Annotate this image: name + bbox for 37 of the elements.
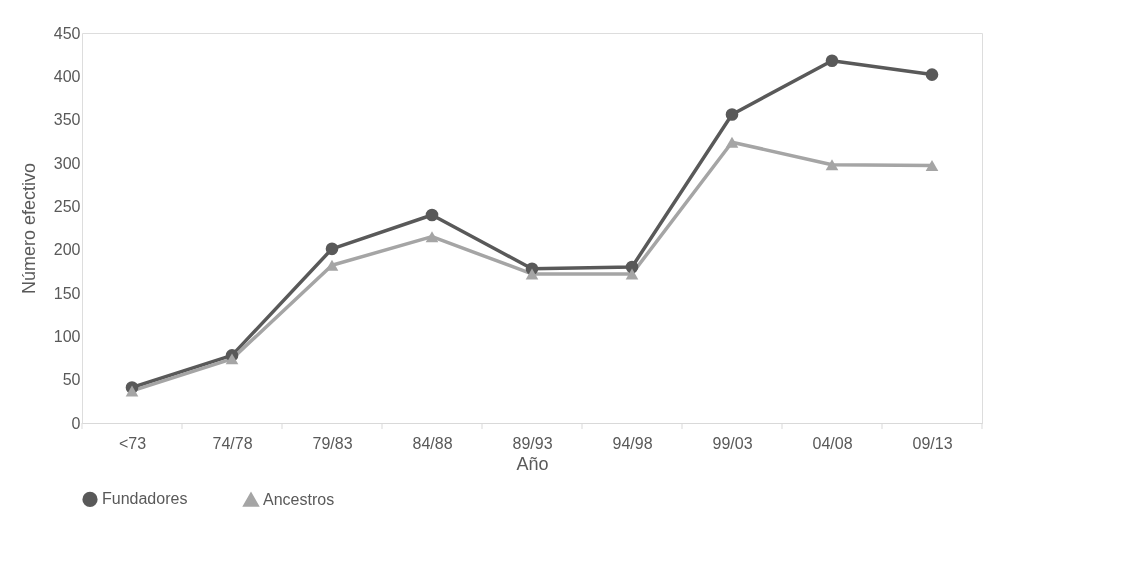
y-axis-title: Número efectivo	[18, 162, 39, 295]
point	[925, 68, 939, 81]
x-tick-label: <73	[118, 434, 147, 452]
point	[125, 385, 139, 397]
point	[725, 108, 739, 121]
x-tick-label: 09/13	[912, 434, 953, 452]
y-tick-label: 200	[53, 241, 81, 259]
legend-label: Ancestros	[263, 490, 335, 508]
point	[925, 160, 939, 172]
y-tick-label: 250	[53, 197, 81, 215]
y-tick-label: 300	[53, 154, 81, 172]
point	[825, 159, 839, 171]
y-tick-label: 50	[62, 371, 81, 389]
point	[625, 268, 639, 280]
y-tick-label: 450	[53, 24, 81, 42]
y-tick-label: 100	[53, 327, 81, 345]
x-tick-label: 74/78	[212, 434, 253, 452]
x-tick-label: 94/98	[612, 434, 653, 452]
x-tick-label: 84/88	[412, 434, 453, 452]
point	[325, 242, 339, 256]
point	[725, 136, 739, 148]
point	[225, 353, 239, 365]
x-tick-label: 04/08	[812, 434, 853, 452]
point	[525, 268, 539, 280]
point	[425, 208, 439, 222]
x-tick-label: 79/83	[312, 434, 353, 452]
point	[425, 231, 439, 243]
legend-label: Fundadores	[102, 490, 188, 508]
x-tick-label: 99/03	[712, 434, 753, 452]
x-axis-title: Año	[516, 453, 549, 474]
point	[325, 259, 339, 271]
y-tick-label: 350	[53, 111, 81, 129]
x-tick-label: 89/93	[512, 434, 553, 452]
y-tick-label: 150	[53, 284, 81, 302]
y-tick-label: 400	[53, 67, 81, 85]
point	[825, 54, 839, 68]
y-tick-label: 0	[71, 414, 81, 432]
